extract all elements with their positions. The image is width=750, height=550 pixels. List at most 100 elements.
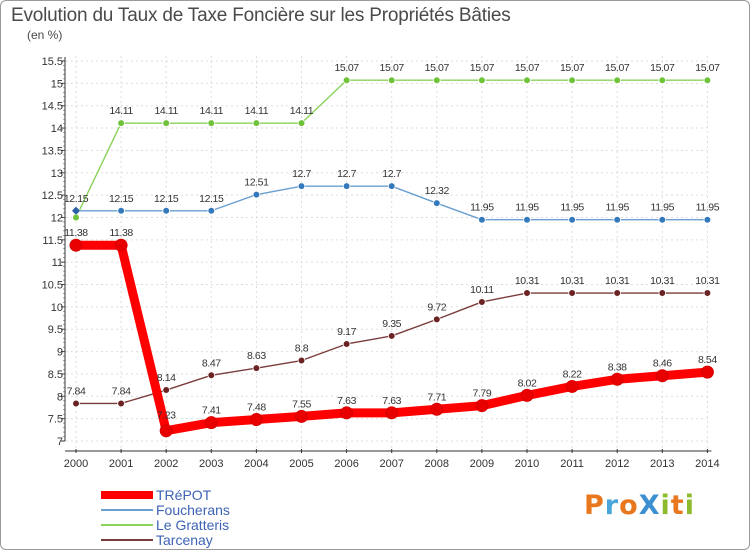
- data-label: 7.84: [112, 385, 131, 397]
- x-tick-label: 2013: [650, 458, 674, 470]
- y-tick-label: 13.5: [42, 145, 63, 157]
- y-tick-label: 8.5: [48, 369, 63, 381]
- chart-subtitle: (en %): [27, 28, 63, 42]
- data-label: 7.48: [247, 402, 266, 414]
- data-label: 12.7: [337, 168, 356, 180]
- data-label: 12.15: [199, 193, 224, 205]
- y-tick-label: 14.5: [42, 101, 63, 113]
- data-point: [432, 315, 441, 324]
- x-tick-label: 2009: [470, 458, 494, 470]
- data-label: 7.23: [157, 410, 176, 422]
- data-label: 10.31: [650, 275, 675, 287]
- proxiti-logo: ProXiti: [584, 490, 695, 521]
- data-point: [703, 76, 712, 85]
- data-label: 15.07: [650, 62, 675, 74]
- data-label: 7.63: [337, 395, 356, 407]
- legend-label: Le Gratteris: [156, 517, 229, 533]
- data-label: 10.31: [515, 275, 540, 287]
- x-tick-label: 2010: [515, 458, 539, 470]
- data-label: 7.71: [427, 391, 446, 403]
- data-label: 12.32: [425, 185, 450, 197]
- data-label: 14.11: [200, 105, 224, 117]
- data-label: 12.51: [244, 177, 269, 189]
- data-label: 12.7: [292, 168, 311, 180]
- data-labels: 11.38 11.38 7.23 7.41 7.48 7.55 7.63 7.63 7.71 7.…: [64, 62, 721, 422]
- series-points: [69, 76, 714, 438]
- data-label: 15.07: [560, 62, 585, 74]
- data-label: 15.07: [380, 62, 405, 74]
- data-label: 8.38: [608, 361, 627, 373]
- data-label: 7.55: [292, 398, 311, 410]
- y-tick-label: 12.5: [42, 190, 63, 202]
- data-point: [613, 76, 621, 85]
- data-point: [117, 399, 125, 408]
- data-point: [658, 215, 667, 224]
- data-point: [342, 340, 351, 348]
- data-label: 8.63: [247, 350, 266, 362]
- y-tick-label: 13: [51, 168, 63, 180]
- x-tick-label: 2001: [109, 458, 133, 470]
- data-label: 8.47: [202, 357, 221, 369]
- data-label: 7.63: [382, 395, 401, 407]
- data-point: [568, 215, 576, 224]
- data-point: [117, 119, 125, 127]
- data-label: 12.15: [64, 193, 89, 205]
- data-label: 11.38: [64, 227, 88, 239]
- data-point: [432, 199, 441, 207]
- data-point: [297, 182, 306, 190]
- data-point: [342, 76, 351, 85]
- y-tick-label: 11: [52, 257, 63, 269]
- data-label: 7.41: [202, 405, 221, 417]
- data-point: [387, 76, 396, 85]
- data-point: [340, 406, 354, 420]
- data-label: 10.11: [470, 284, 494, 296]
- y-tick-label: 15: [51, 78, 63, 90]
- data-point: [523, 215, 531, 224]
- data-point: [610, 372, 624, 386]
- data-point: [613, 215, 621, 224]
- x-tick-label: 2011: [560, 458, 584, 470]
- data-label: 15.07: [425, 62, 450, 74]
- y-tick-label: 7.5: [48, 414, 63, 426]
- data-point: [568, 289, 576, 297]
- data-point: [252, 190, 261, 199]
- data-label: 14.11: [290, 105, 314, 117]
- data-point: [430, 402, 444, 416]
- data-label: 14.11: [245, 105, 269, 117]
- data-point: [204, 416, 218, 430]
- data-label: 15.07: [605, 62, 630, 74]
- axes: 7 7.5 8 8.5 9 9.5 10 10.5 11 11.5 12 12.5 13 13.5 14 14…: [42, 56, 720, 470]
- y-tick-label: 10.5: [42, 280, 63, 292]
- data-label: 8.22: [563, 368, 582, 380]
- data-point: [655, 369, 669, 383]
- data-label: 11.95: [470, 202, 494, 214]
- y-tick-label: 8: [57, 391, 63, 403]
- data-point: [385, 406, 399, 420]
- x-tick-label: 2000: [64, 458, 88, 470]
- data-point: [72, 399, 80, 408]
- legend-label: Foucherans: [156, 502, 230, 518]
- data-label: 8.46: [653, 358, 672, 370]
- data-label: 8.54: [698, 354, 717, 366]
- y-tick-label: 12: [51, 212, 63, 224]
- data-point: [613, 289, 621, 297]
- x-tick-label: 2008: [425, 458, 449, 470]
- legend-label: Tarcenay: [156, 532, 213, 548]
- data-label: 11.95: [696, 202, 720, 214]
- data-label: 10.31: [560, 275, 585, 287]
- legend-label: TRéPOT: [156, 487, 212, 503]
- data-label: 15.07: [334, 62, 359, 74]
- data-point: [69, 238, 83, 252]
- data-label: 7.79: [472, 388, 491, 400]
- data-point: [700, 365, 714, 379]
- data-point: [523, 76, 531, 85]
- data-label: 9.72: [427, 301, 446, 313]
- data-label: 15.07: [470, 62, 495, 74]
- y-tick-label: 15.5: [42, 56, 63, 68]
- data-label: 9.35: [382, 318, 401, 330]
- data-point: [114, 238, 128, 252]
- data-point: [703, 215, 712, 224]
